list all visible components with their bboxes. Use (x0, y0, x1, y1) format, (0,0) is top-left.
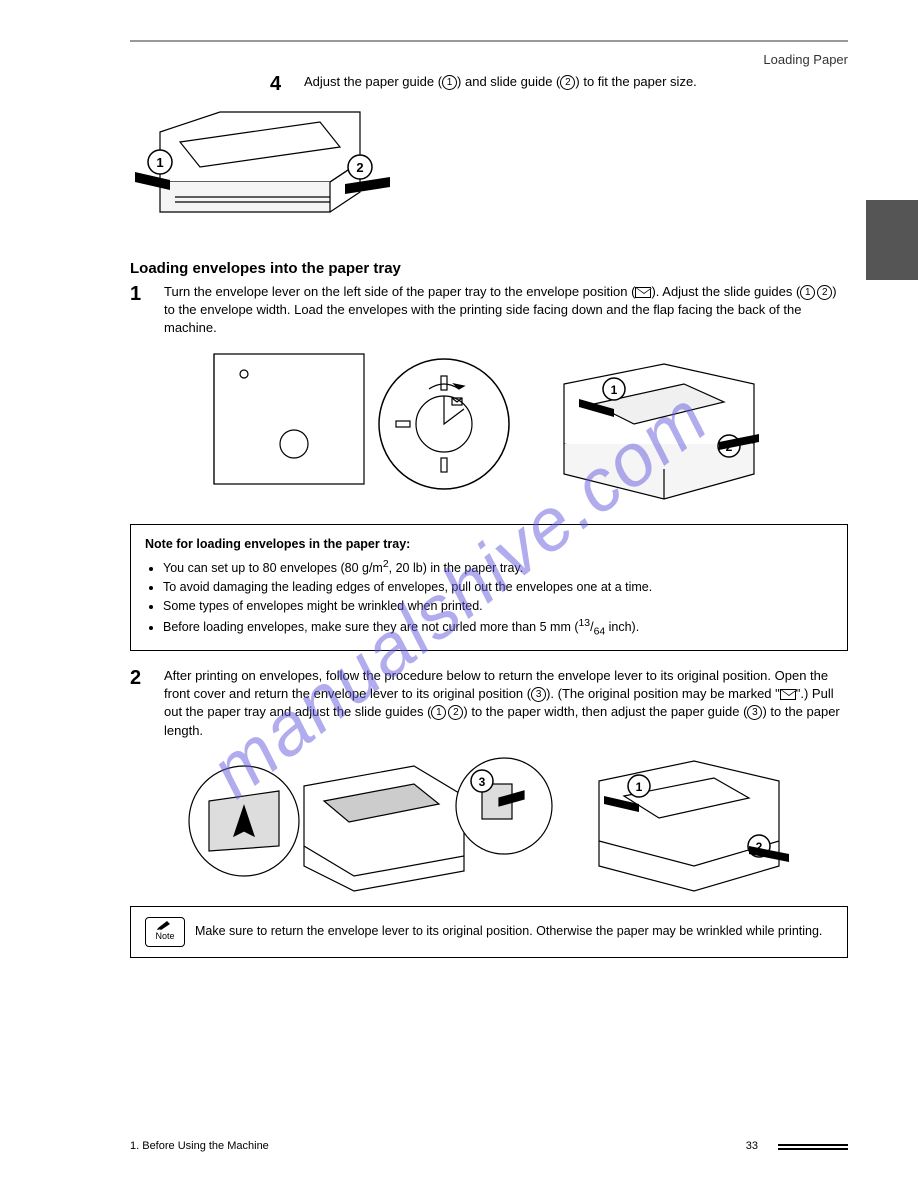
txt: Before loading envelopes, make sure they… (163, 620, 579, 634)
step-text: Adjust the paper guide (1) and slide gui… (304, 73, 848, 91)
svg-text:2: 2 (356, 160, 363, 175)
txt: ). (The original position may be marked … (546, 686, 780, 701)
footer-rule-icon (778, 1142, 848, 1150)
note-box-lever-return: Note Make sure to return the envelope le… (130, 906, 848, 958)
envelope-icon (635, 287, 651, 298)
envelope-icon (780, 689, 796, 700)
note-bullet: You can set up to 80 envelopes (80 g/m2,… (163, 557, 833, 578)
ref-3-icon: 3 (747, 705, 762, 720)
ref-1-icon: 1 (800, 285, 815, 300)
txt: Turn the envelope lever on the left side… (164, 284, 635, 299)
txt: Adjust the paper guide ( (304, 74, 442, 89)
svg-text:1: 1 (636, 780, 643, 794)
footer-left: 1. Before Using the Machine (130, 1140, 269, 1152)
step-number: 1 (130, 283, 152, 306)
step-number: 4 (270, 73, 292, 96)
top-rule (130, 40, 848, 42)
note-bullet: Some types of envelopes might be wrinkle… (163, 597, 833, 616)
section-header: Loading Paper (130, 52, 848, 67)
step-number: 2 (130, 667, 152, 690)
step-4: 4 Adjust the paper guide (1) and slide g… (270, 73, 848, 96)
txt: You can set up to 80 envelopes (80 g/m (163, 561, 383, 575)
txt: 64 (594, 626, 606, 637)
note-lead: Note for loading envelopes in the paper … (145, 537, 410, 551)
side-tab (866, 200, 918, 280)
ref-2-icon: 2 (560, 75, 575, 90)
txt: , 20 lb) in the paper tray. (389, 561, 524, 575)
page-footer: 1. Before Using the Machine 33 (130, 1140, 848, 1152)
note-bullet: Before loading envelopes, make sure they… (163, 616, 833, 640)
page-number: 33 (746, 1140, 758, 1152)
step-5-1: 1 Turn the envelope lever on the left si… (130, 283, 848, 338)
ref-3-icon: 3 (531, 687, 546, 702)
svg-text:1: 1 (611, 383, 618, 397)
txt: ) and slide guide ( (457, 74, 560, 89)
illustration-envelope-lever: 1 2 (130, 344, 848, 514)
ref-2-icon: 2 (817, 285, 832, 300)
ref-2-icon: 2 (448, 705, 463, 720)
svg-text:1: 1 (156, 155, 163, 170)
note-label: Note (155, 930, 174, 944)
ref-1-icon: 1 (431, 705, 446, 720)
note-bullet: To avoid damaging the leading edges of e… (163, 578, 833, 597)
note-icon: Note (145, 917, 185, 947)
txt: ) to the paper width, then adjust the pa… (463, 704, 747, 719)
ref-1-icon: 1 (442, 75, 457, 90)
illustration-return-lever: 3 1 2 (130, 746, 848, 896)
step-text: Turn the envelope lever on the left side… (164, 283, 848, 338)
svg-text:3: 3 (479, 775, 486, 789)
txt: 13 (579, 618, 591, 629)
subsection-title: Loading envelopes into the paper tray (130, 260, 848, 277)
note-box-envelopes: Note for loading envelopes in the paper … (130, 524, 848, 651)
step-5-2: 2 After printing on envelopes, follow th… (130, 667, 848, 740)
illustration-tray-guides: 1 2 (130, 102, 848, 242)
txt: ). Adjust the slide guides ( (651, 284, 800, 299)
step-text: After printing on envelopes, follow the … (164, 667, 848, 740)
note-text: Make sure to return the envelope lever t… (195, 922, 822, 941)
txt: inch). (605, 620, 639, 634)
txt: ) to fit the paper size. (575, 74, 696, 89)
